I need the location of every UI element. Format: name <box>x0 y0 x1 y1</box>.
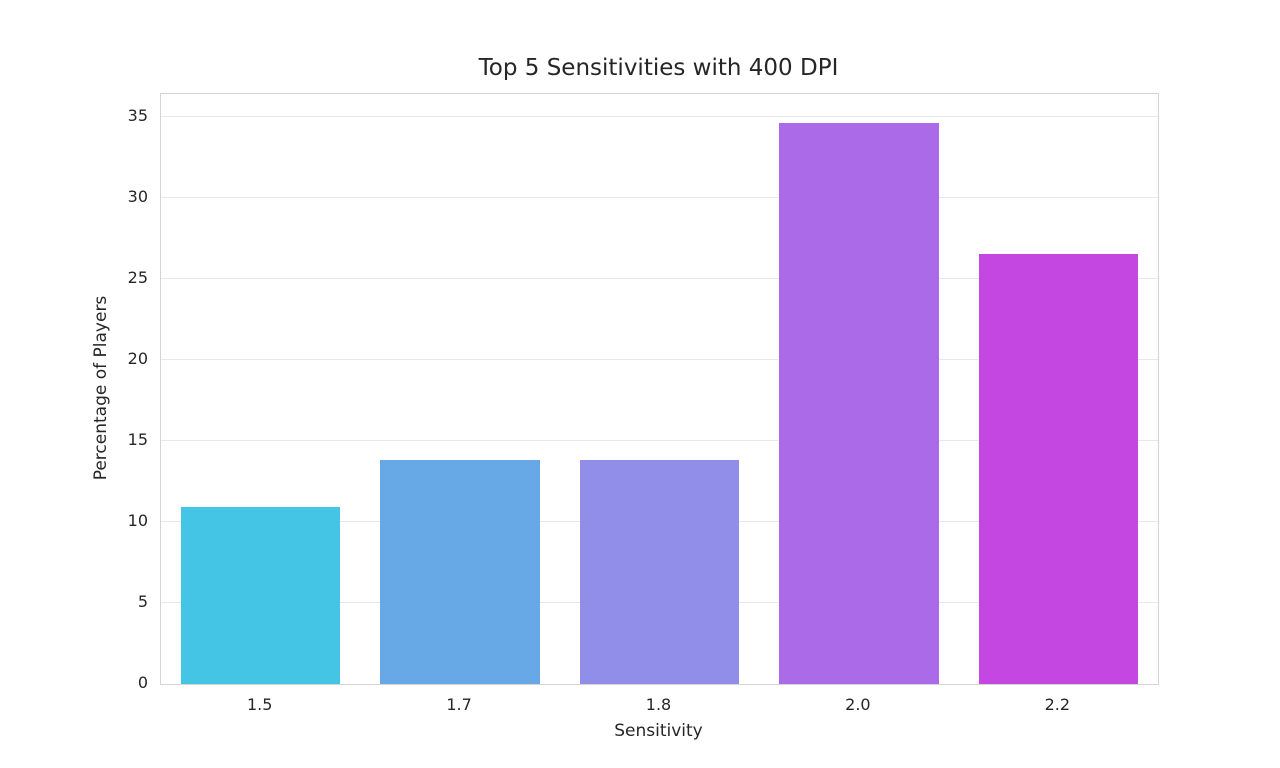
bar-2.2 <box>978 254 1139 684</box>
y-tick-label: 30 <box>127 186 148 206</box>
y-tick-label: 10 <box>127 510 148 530</box>
y-tick-label: 35 <box>127 105 148 125</box>
bar-1.7 <box>380 460 540 684</box>
chart-title: Top 5 Sensitivities with 400 DPI <box>478 55 839 81</box>
bar-1.8 <box>579 460 740 684</box>
bar-1.5 <box>180 507 341 684</box>
gridline <box>161 196 1158 198</box>
plot-area <box>160 93 1159 685</box>
x-tick-label: 1.7 <box>446 695 472 714</box>
x-tick-label: 2.0 <box>845 695 871 714</box>
x-tick-label: 2.2 <box>1044 695 1071 714</box>
y-tick-label: 25 <box>127 267 148 287</box>
gridline <box>161 115 1158 117</box>
x-tick-label: 1.5 <box>246 695 273 714</box>
x-axis-label: Sensitivity <box>614 721 703 741</box>
bar-2.0 <box>779 123 939 684</box>
x-tick-label: 1.8 <box>645 695 672 714</box>
gridline <box>161 358 1158 360</box>
y-tick-label: 20 <box>127 348 148 368</box>
gridline <box>161 277 1158 279</box>
y-axis-label: Percentage of Players <box>91 295 111 481</box>
gridline <box>161 439 1158 441</box>
y-tick-label: 0 <box>137 673 148 692</box>
y-tick-label: 5 <box>137 591 148 611</box>
y-tick-label: 15 <box>127 429 148 449</box>
